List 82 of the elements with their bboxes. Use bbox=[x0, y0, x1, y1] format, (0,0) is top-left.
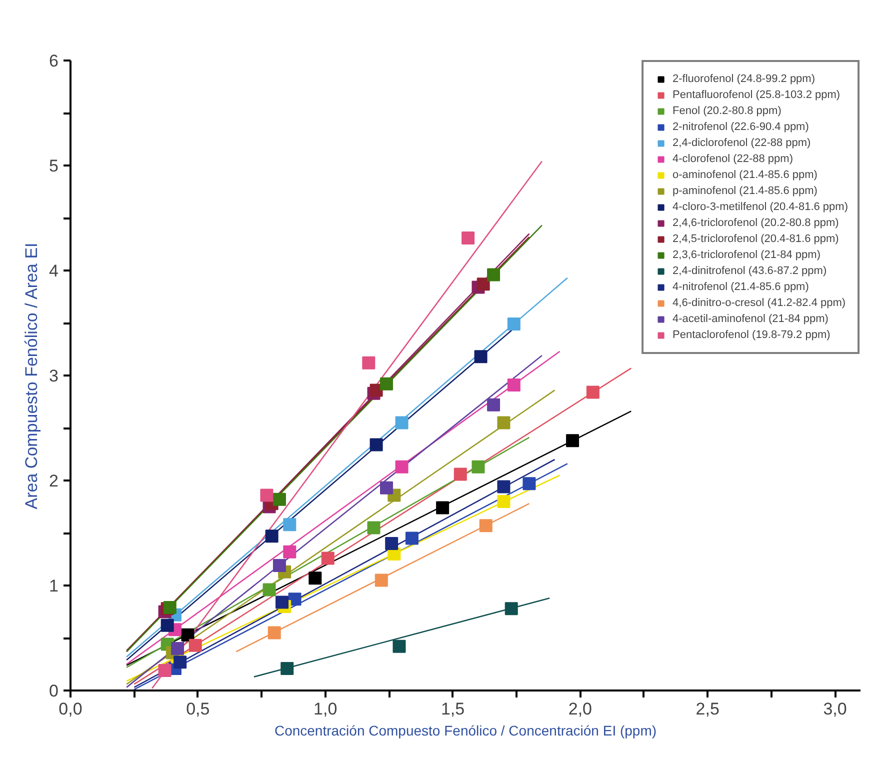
point bbox=[395, 460, 408, 474]
point bbox=[288, 592, 302, 606]
legend-label: 2-fluorofenol (24.8-99.2 ppm) bbox=[672, 72, 815, 86]
point bbox=[308, 572, 322, 585]
legend-label: Pentaclorofenol (19.8-79.2 ppm) bbox=[672, 328, 830, 342]
point bbox=[272, 492, 286, 506]
point bbox=[566, 434, 580, 448]
point bbox=[268, 626, 281, 640]
legend-label: 4-cloro-3-metilfenol (20.4-81.6 ppm) bbox=[672, 200, 848, 214]
legend-label: 2,4,6-triclorofenol (20.2-80.8 ppm) bbox=[672, 216, 839, 230]
point bbox=[385, 537, 398, 550]
point bbox=[280, 662, 294, 675]
legend-label: 2,4,5-triclorofenol (20.4-81.6 ppm) bbox=[672, 232, 839, 246]
point bbox=[188, 638, 202, 652]
point bbox=[321, 552, 334, 565]
point bbox=[395, 416, 408, 430]
point bbox=[436, 501, 450, 514]
y-tick-label: 4 bbox=[49, 262, 59, 280]
legend-label: p-aminofenol (21.4-85.6 ppm) bbox=[672, 184, 818, 198]
point bbox=[497, 416, 510, 430]
point bbox=[272, 559, 286, 572]
legend-label: o-aminofenol (21.4-85.6 ppm) bbox=[672, 168, 818, 182]
legend-label: 2,3,6-triclorofenol (21-84 ppm) bbox=[672, 248, 820, 262]
x-tick-label: 2,0 bbox=[568, 700, 592, 718]
x-tick-label: 1,5 bbox=[440, 700, 465, 718]
legend-label: 4-nitrofenol (21.4-85.6 ppm) bbox=[672, 280, 809, 294]
point bbox=[374, 574, 388, 587]
legend-label: 2-nitrofenol (22.6-90.4 ppm) bbox=[672, 120, 809, 134]
point bbox=[262, 583, 276, 596]
point bbox=[171, 642, 184, 655]
legend-label: 4-clorofenol (22-88 ppm) bbox=[672, 152, 793, 166]
point bbox=[504, 602, 518, 616]
point bbox=[522, 477, 536, 490]
x-tick-label: 0,5 bbox=[186, 700, 210, 718]
point bbox=[497, 495, 510, 508]
point bbox=[283, 545, 296, 558]
y-tick-label: 0 bbox=[49, 682, 59, 700]
x-tick-label: 3,0 bbox=[823, 700, 847, 718]
point bbox=[163, 601, 176, 614]
y-tick-label: 6 bbox=[49, 52, 59, 70]
point bbox=[367, 521, 380, 534]
point bbox=[586, 386, 600, 399]
legend-label: 4-acetil-aminofenol (21-84 ppm) bbox=[672, 312, 828, 326]
y-tick-label: 2 bbox=[49, 472, 59, 490]
point bbox=[158, 664, 172, 678]
legend-label: 2,4-diclorofenol (22-88 ppm) bbox=[672, 136, 811, 150]
point bbox=[283, 518, 296, 532]
legend-label: 2,4-dinitrofenol (43.6-87.2 ppm) bbox=[672, 264, 827, 278]
point bbox=[380, 481, 393, 494]
x-tick-label: 0,0 bbox=[58, 700, 82, 718]
y-tick-label: 1 bbox=[49, 576, 59, 596]
legend-label: Pentafluorofenol (25.8-103.2 ppm) bbox=[672, 88, 840, 102]
point bbox=[260, 488, 274, 502]
x-tick-label: 1,0 bbox=[314, 700, 338, 718]
y-tick-label: 3 bbox=[49, 366, 59, 386]
point bbox=[370, 438, 383, 452]
point bbox=[507, 378, 520, 392]
point bbox=[454, 468, 467, 481]
point bbox=[174, 656, 187, 669]
x-axis-title: Concentración Compuesto Fenólico / Concentración EI (ppm) bbox=[274, 722, 657, 738]
x-tick-label: 2,5 bbox=[696, 700, 720, 718]
point bbox=[392, 640, 406, 653]
point bbox=[474, 350, 488, 364]
point bbox=[472, 460, 485, 474]
point bbox=[487, 398, 500, 412]
y-axis-title: Area Compuesto Fenólico / Area EI bbox=[22, 242, 42, 510]
point bbox=[405, 532, 418, 545]
point bbox=[487, 268, 500, 282]
point bbox=[265, 530, 278, 543]
legend-label: 4,6-dinitro-o-cresol (41.2-82.4 ppm) bbox=[672, 296, 846, 310]
point bbox=[276, 596, 289, 609]
y-tick-label: 5 bbox=[49, 156, 59, 176]
point bbox=[160, 618, 174, 632]
point bbox=[181, 628, 194, 642]
point bbox=[380, 377, 393, 390]
point bbox=[476, 278, 490, 291]
point bbox=[497, 480, 510, 494]
legend-label: Fenol (20.2-80.8 ppm) bbox=[672, 104, 782, 118]
point bbox=[462, 231, 475, 244]
point bbox=[507, 318, 520, 331]
point bbox=[479, 519, 492, 532]
point bbox=[362, 356, 376, 370]
